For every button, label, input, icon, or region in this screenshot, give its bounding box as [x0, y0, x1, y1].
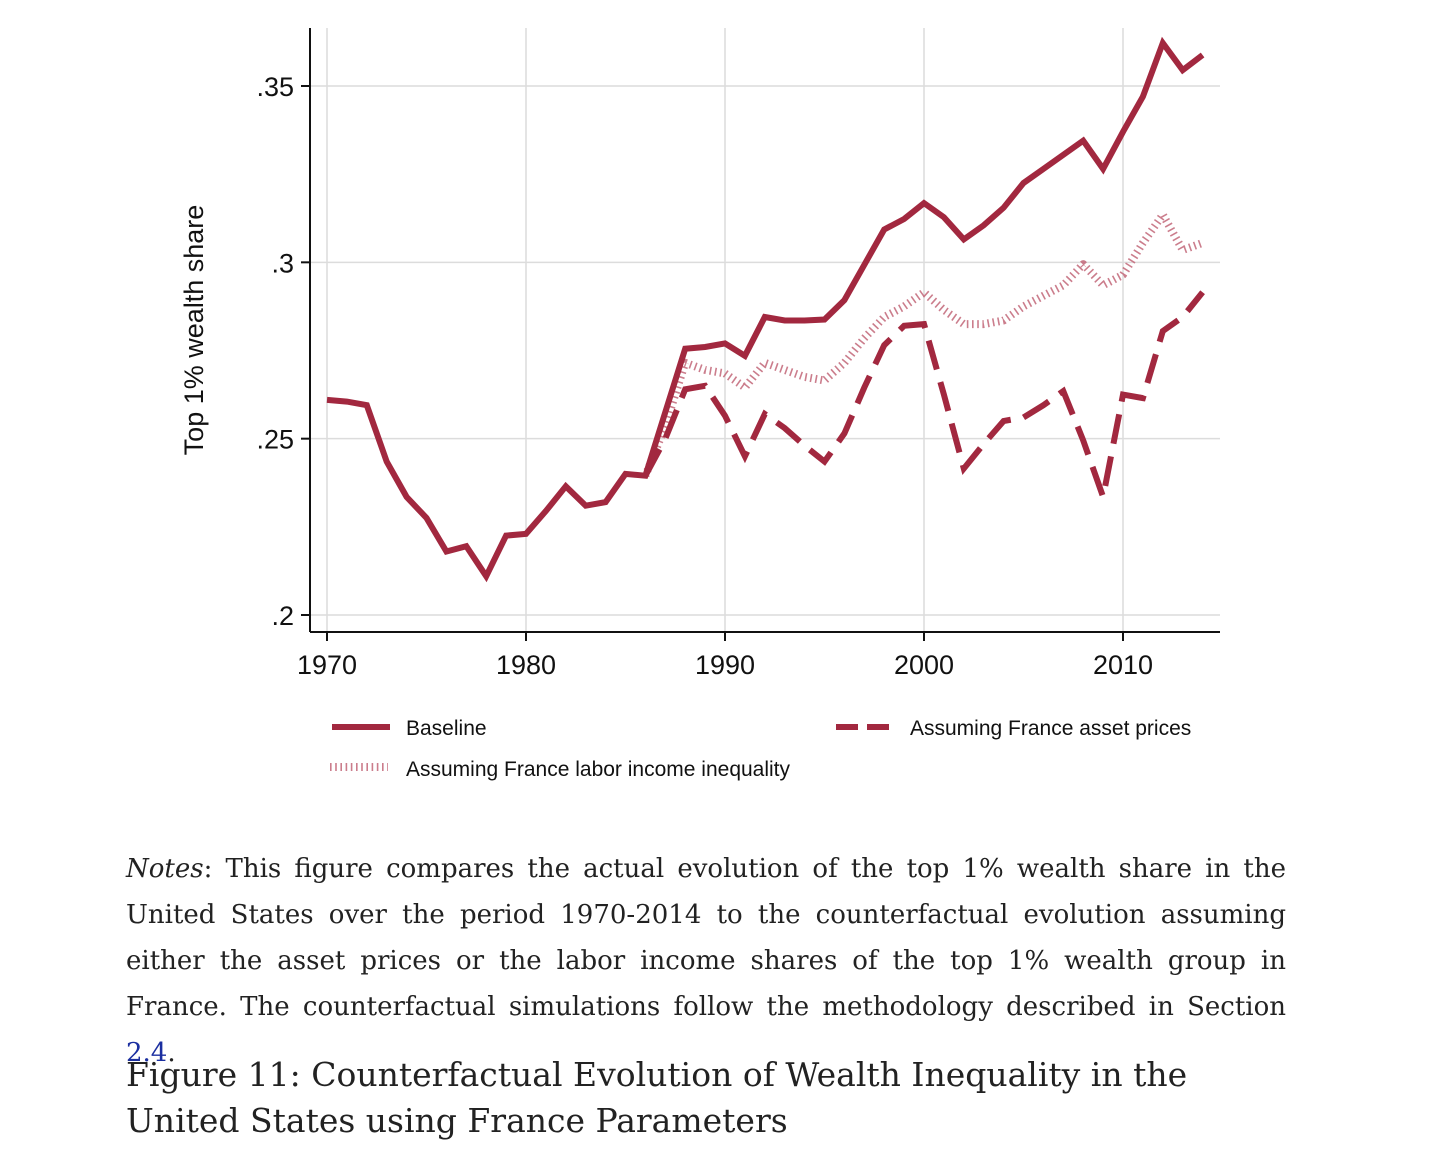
series-lines: [326, 36, 1205, 583]
series-line-assuming-france-labor-income-inequality: [641, 210, 1204, 478]
gridlines: [310, 28, 1220, 632]
notes-text-end: .: [167, 1038, 176, 1068]
series-line-baseline: [326, 36, 1205, 583]
legend-label-dashed: Assuming France asset prices: [910, 717, 1191, 740]
y-tick-label: .2: [271, 601, 294, 631]
y-tick-label: .3: [271, 248, 294, 278]
chart: 1970 1980 1990 2000 2010 .2 .25 .3 .35 Top 1% we…: [179, 28, 1220, 781]
section-reference-link[interactable]: 2.4: [126, 1038, 168, 1068]
y-axis-label: Top 1% wealth share: [179, 205, 209, 456]
y-tick-label: .25: [256, 425, 294, 455]
notes-text: : This figure compares the actual evolut…: [126, 854, 1286, 1022]
y-tick-label: .35: [256, 72, 294, 102]
x-tick-label-1970: 1970: [297, 650, 357, 680]
figure-notes: Notes: This figure compares the actual e…: [126, 846, 1286, 1076]
x-tick-label-2000: 2000: [894, 650, 954, 680]
legend: Baseline Assuming France asset prices Assu…: [330, 717, 1191, 781]
x-tick-label-1990: 1990: [695, 650, 755, 680]
notes-label: Notes: [126, 854, 204, 884]
x-tick-label-1980: 1980: [496, 650, 556, 680]
axes: 1970 1980 1990 2000 2010 .2 .25 .3 .35: [256, 28, 1220, 680]
x-tick-label-2010: 2010: [1093, 650, 1153, 680]
legend-label-dotted: Assuming France labor income inequality: [406, 758, 791, 781]
legend-label-solid: Baseline: [406, 717, 487, 740]
figure-caption: Figure 11: Counterfactual Evolution of W…: [126, 1055, 1188, 1140]
series-line-assuming-france-asset-prices: [642, 290, 1205, 509]
